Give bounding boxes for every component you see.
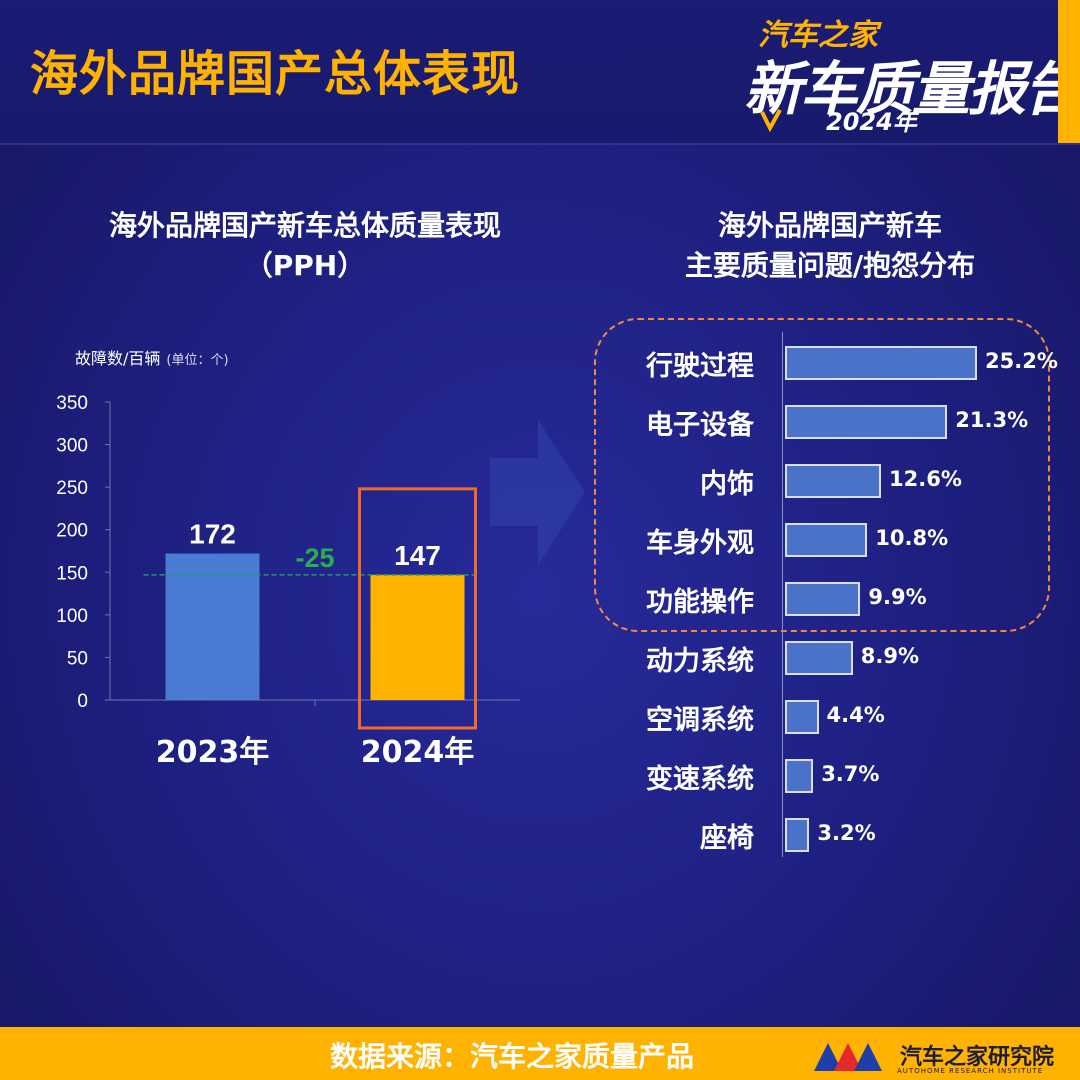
hbar-行驶过程 [785,346,977,380]
y-tick-label: 350 [56,393,88,414]
x-category-label: 2023年 [156,735,270,770]
hbar-电子设备 [785,405,948,439]
y-tick-label: 0 [77,691,88,712]
bar-2023年 [165,553,260,700]
x-category-label: 2024年 [361,735,475,770]
hbar-value-label: 12.6% [889,467,962,491]
hbar-车身外观 [785,523,868,557]
footer-source: 数据来源：汽车之家质量产品 [330,1040,695,1073]
top5-highlight-box [594,318,1050,632]
page-title: 海外品牌国产总体表现 [30,46,521,102]
highlight-box-2024 [358,487,477,730]
hbar-座椅 [785,818,810,852]
difference-annotation: -25 [295,543,334,573]
hbar-category-label: 内饰 [700,469,754,500]
bar-2024年 [370,574,465,700]
footer: 数据来源：汽车之家质量产品 汽车之家研究院 AUTOHOME RESEARCH … [0,1027,1080,1080]
bar-value-label: 172 [189,519,236,550]
hbar-category-label: 车身外观 [646,528,754,559]
hbar-category-label: 功能操作 [646,587,754,618]
logo-year-text: 2024年 [826,108,917,136]
hbar-value-label: 21.3% [955,408,1029,432]
header: 海外品牌国产总体表现 汽车之家 新车质量报告 2024年 [0,0,1080,145]
right-chart-title: 海外品牌国产新车 主要质量问题/抱怨分布 [620,206,1040,286]
y-tick-label: 250 [56,478,88,499]
hbar-变速系统 [785,759,814,793]
right-chart-title-line1: 海外品牌国产新车 [717,209,942,242]
hbar-value-label: 8.9% [860,644,920,668]
hbar-功能操作 [785,582,861,616]
bar-value-label: 147 [394,540,441,571]
accent-bar [1058,0,1080,143]
right-arrow-icon [490,420,585,565]
hbar-value-label: 3.7% [821,762,880,786]
hbar-value-label: 4.4% [826,703,885,727]
hbar-value-label: 10.8% [875,526,949,550]
hbar-category-label: 变速系统 [646,764,754,795]
footer-org-sub: AUTOHOME RESEARCH INSTITUTE [897,1067,1044,1075]
hbar-axis-line [782,332,783,857]
y-tick-label: 100 [56,606,88,627]
left-chart-title-line2: （PPH） [244,249,366,282]
hbar-category-label: 电子设备 [646,410,754,441]
hbar-value-label: 25.2% [985,349,1058,373]
y-tick-label: 200 [56,521,88,542]
hbar-category-label: 行驶过程 [646,351,754,382]
y-tick-label: 300 [56,436,88,457]
y-axis-unit-note: (单位：个) [166,353,229,368]
hbar-动力系统 [785,641,853,675]
footer-org: 汽车之家研究院 [900,1045,1055,1070]
hbar-value-label: 3.2% [817,821,876,845]
hbar-value-label: 9.9% [868,585,927,609]
left-chart-title: 海外品牌国产新车总体质量表现 （PPH） [80,206,530,286]
y-axis-unit: 故障数/百辆 (单位：个) [75,345,229,369]
hbar-内饰 [785,464,881,498]
hbar-category-label: 空调系统 [646,705,754,736]
left-chart-title-line1: 海外品牌国产新车总体质量表现 [108,209,501,242]
y-tick-label: 150 [56,563,88,584]
logo-check-icon [760,109,782,132]
right-chart-title-line2: 主要质量问题/抱怨分布 [684,249,976,282]
hbar-category-label: 座椅 [700,823,754,854]
pph-bar-chart: 0 50 100 150 200 250 300 350 172 2023年 147 2024年 -25 [56,393,520,770]
y-axis-unit-label: 故障数/百辆 [75,349,161,368]
report-logo: 汽车之家 新车质量报告 2024年 [740,8,1080,136]
logo-main-text: 新车质量报告 [744,55,1080,123]
institute-logo-icon [814,1043,882,1071]
logo-brand-text: 汽车之家 [758,18,878,53]
y-tick-label: 50 [67,648,88,669]
hbar-category-label: 动力系统 [646,646,754,677]
hbar-空调系统 [785,700,819,734]
